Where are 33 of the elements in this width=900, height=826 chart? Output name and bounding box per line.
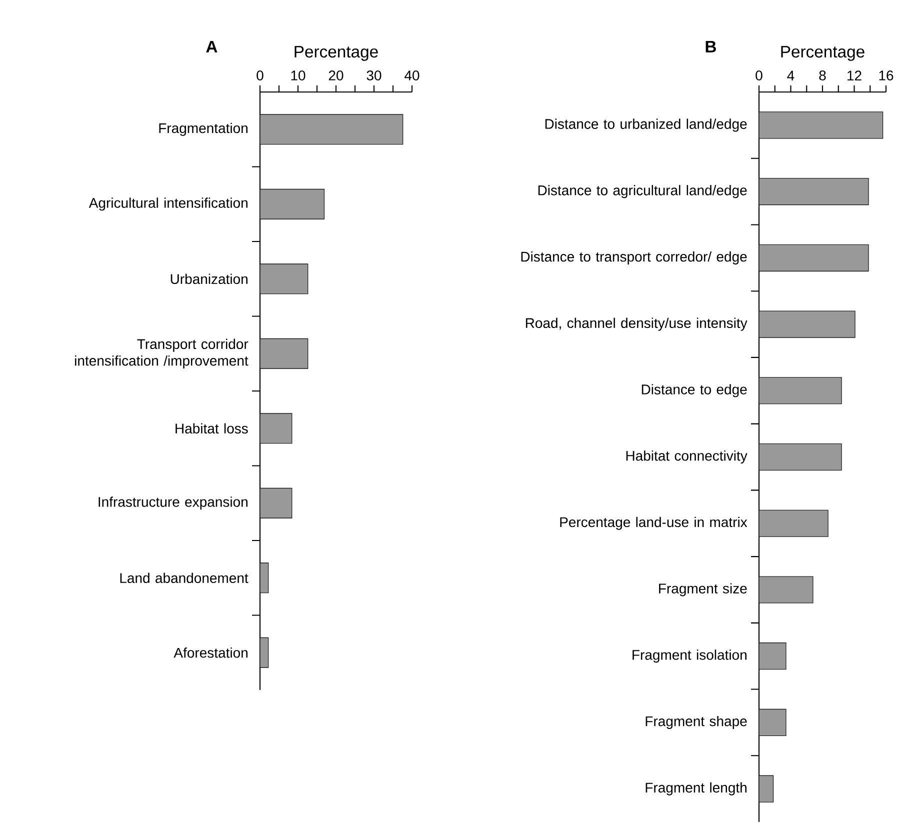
y-tick-label: Habitat connectivity: [626, 450, 748, 464]
x-tick-label: 0: [756, 70, 762, 80]
y-tick-label: Fragment length: [646, 782, 746, 796]
x-tick-label: 12: [848, 70, 862, 80]
y-tick-label: Fragment size: [659, 583, 747, 596]
y-tick-label: Distance to agricultural land/edge: [538, 185, 747, 198]
x-axis-title: Percentage: [294, 46, 378, 61]
x-tick-label: 30: [366, 70, 382, 80]
y-tick-label: Habitat loss: [176, 423, 248, 434]
x-axis-title: Percentage: [781, 46, 864, 61]
y-tick-label: Road, channel density/use intensity: [526, 318, 748, 331]
x-tick-label: 4: [787, 70, 794, 80]
y-tick-label: Distance to transport corredor/ edge: [521, 251, 747, 264]
y-tick-label: Agricultural intensification: [88, 198, 248, 211]
y-tick-label: Fragment isolation: [632, 650, 746, 663]
x-tick-label: 8: [819, 70, 826, 80]
y-tick-label: Aforestation: [174, 647, 248, 658]
y-tick-label: Urbanization: [170, 274, 248, 284]
y-tick-label: Distance to urbanized land/edge: [545, 118, 747, 132]
x-tick-label: 40: [404, 70, 420, 80]
chart-title: B: [706, 40, 716, 52]
y-tick-label: Infrastructure expansion: [98, 496, 248, 510]
x-tick-label: 16: [879, 70, 894, 80]
y-tick-label: Transport corridor intensification /improvement: [75, 338, 248, 368]
y-tick-label: Distance to edge: [642, 384, 747, 398]
chart-title: A: [206, 40, 218, 52]
x-tick-label: 10: [291, 70, 306, 80]
x-tick-label: 0: [256, 70, 264, 80]
y-tick-label: Land abandonement: [120, 572, 248, 584]
y-tick-label: Percentage land-use in matrix: [560, 516, 748, 530]
x-tick-label: 20: [328, 70, 344, 80]
y-tick-label: Fragmentation: [159, 122, 248, 136]
y-tick-label: Fragment shape: [646, 716, 747, 729]
